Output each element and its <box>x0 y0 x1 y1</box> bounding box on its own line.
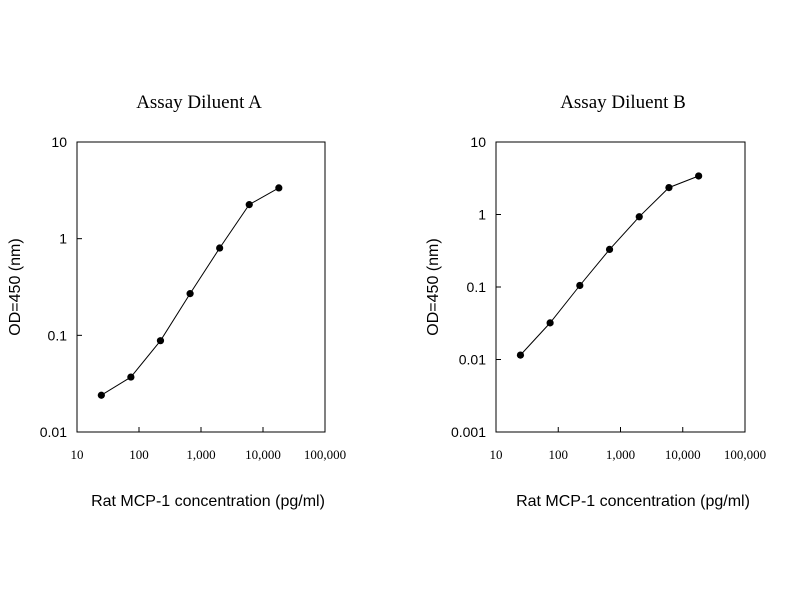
chart-panel-diluent-a: Assay Diluent A10 100 1,000 10,000 100,00010… <box>7 92 346 510</box>
plot-frame <box>76 141 326 433</box>
y-axis-label: OD=450 (nm) <box>7 238 24 335</box>
y-tick-label: 0.1 <box>48 327 68 343</box>
x-tick-label: 100,000 <box>304 447 346 462</box>
data-point <box>216 244 224 252</box>
series-line <box>520 175 699 356</box>
data-point <box>546 319 554 327</box>
data-point <box>576 281 584 290</box>
chart-title: Assay Diluent A <box>136 92 262 113</box>
y-tick-label: 0.01 <box>40 424 67 440</box>
x-tick-label: 10,000 <box>665 447 701 462</box>
data-point <box>156 337 165 345</box>
y-tick-label: 0.01 <box>459 352 486 368</box>
data-point <box>127 373 135 381</box>
x-axis-label: Rat MCP-1 concentration (pg/ml) <box>91 493 325 510</box>
y-tick-label: 1 <box>59 231 67 247</box>
x-tick-label: 100 <box>129 447 149 462</box>
x-tick-label: 10 <box>71 447 84 462</box>
data-point <box>605 245 614 254</box>
chart-title: Assay Diluent B <box>560 92 686 113</box>
x-tick-label: 100 <box>549 447 569 462</box>
x-tick-label: 10 <box>490 447 503 462</box>
data-point <box>516 351 525 359</box>
y-tick-label: 0.001 <box>451 424 486 440</box>
x-tick-label: 1,000 <box>186 447 215 462</box>
x-tick-label: 10,000 <box>245 447 281 462</box>
data-point <box>245 201 253 209</box>
data-point <box>635 213 643 221</box>
y-tick-label: 10 <box>51 134 67 150</box>
data-point <box>665 183 673 192</box>
data-point <box>275 184 283 192</box>
chart-panel-diluent-b: Assay Diluent B10 100 1,000 10,000 100,00010… <box>425 92 766 510</box>
plot-frame <box>495 141 746 433</box>
x-tick-label: 1,000 <box>606 447 635 462</box>
y-tick-label: 1 <box>478 207 486 223</box>
data-point <box>695 172 703 180</box>
y-axis-label: OD=450 (nm) <box>425 238 442 335</box>
data-point <box>186 290 194 298</box>
x-tick-label: 100,000 <box>724 447 766 462</box>
data-point <box>97 391 105 399</box>
y-tick-label: 0.1 <box>467 279 487 295</box>
x-axis-label: Rat MCP-1 concentration (pg/ml) <box>516 493 750 510</box>
y-tick-label: 10 <box>470 134 486 150</box>
